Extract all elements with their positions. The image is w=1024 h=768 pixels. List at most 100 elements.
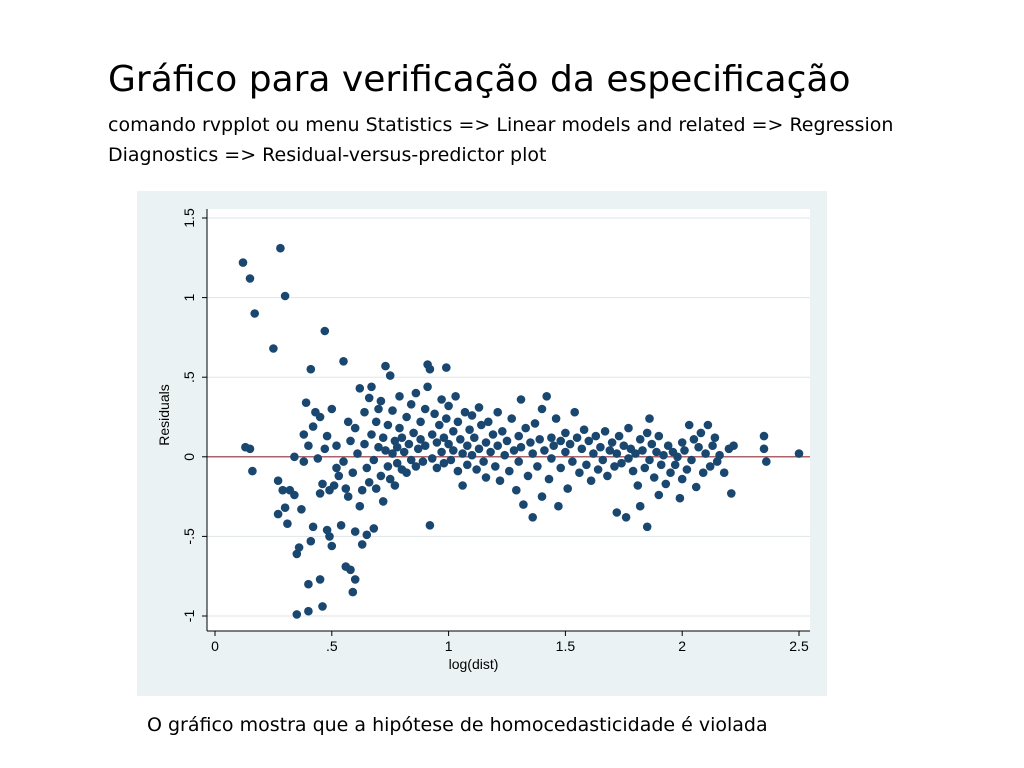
data-point [535, 435, 544, 444]
data-point [514, 457, 523, 466]
data-point [435, 420, 444, 430]
data-point [392, 442, 402, 452]
data-point [663, 441, 673, 450]
data-point [467, 450, 477, 460]
data-point [238, 258, 248, 267]
data-point [684, 420, 694, 430]
data-point [322, 431, 332, 441]
data-point [628, 466, 638, 476]
data-point [596, 442, 605, 452]
data-point [416, 417, 425, 427]
data-point [299, 430, 309, 439]
data-point [341, 484, 351, 493]
data-point [388, 406, 397, 415]
data-point [502, 436, 512, 446]
data-point [427, 430, 437, 439]
data-point [675, 493, 685, 503]
data-point [411, 388, 421, 398]
data-point [315, 575, 325, 584]
data-point [647, 439, 657, 449]
data-point [561, 428, 570, 438]
data-point [304, 579, 313, 589]
data-point [708, 441, 717, 450]
data-point [642, 522, 652, 532]
x-tick-label: 2.5 [789, 638, 809, 654]
data-point [577, 444, 587, 454]
data-point [355, 501, 365, 511]
data-point [397, 433, 407, 442]
data-point [343, 417, 353, 427]
data-point [409, 428, 418, 438]
data-point [248, 466, 257, 476]
data-point [350, 423, 360, 433]
data-point [460, 407, 470, 417]
data-point [607, 438, 617, 447]
data-point [301, 398, 311, 407]
data-point [453, 466, 463, 476]
data-point [698, 468, 708, 478]
data-point [635, 435, 645, 444]
data-point [547, 433, 556, 442]
data-point [654, 431, 664, 441]
data-point [519, 500, 528, 509]
data-point [250, 309, 259, 318]
data-point [374, 442, 383, 452]
data-point [280, 291, 290, 301]
data-point [670, 460, 680, 470]
data-point [474, 403, 484, 412]
data-point [701, 449, 710, 458]
data-point [329, 481, 339, 490]
data-point [346, 436, 355, 446]
data-point [705, 462, 715, 471]
data-point [383, 420, 393, 430]
x-tick-label: 1.5 [556, 638, 576, 654]
data-point [481, 473, 491, 482]
axes: -1 -.5 0 .5 1 1.5 0 .5 1 1.5 2 2.5 [181, 208, 810, 654]
y-axis-label: Residuals [156, 384, 172, 445]
data-point [371, 484, 381, 493]
data-point [364, 393, 374, 403]
data-point [640, 463, 650, 473]
y-tick-label: 1 [181, 293, 197, 301]
data-point [794, 449, 804, 458]
data-point [654, 490, 664, 500]
data-point [423, 382, 432, 392]
data-point [624, 423, 633, 433]
data-point [691, 482, 701, 492]
slide-subtitle: comando rvpplot ou menu Statistics => Li… [108, 110, 1008, 170]
data-point [528, 513, 537, 522]
data-point [656, 460, 666, 470]
data-point [507, 414, 516, 423]
data-point [432, 463, 442, 473]
data-point [467, 411, 477, 420]
data-point [729, 441, 738, 450]
data-point [432, 438, 442, 447]
data-point [444, 439, 453, 449]
data-point [383, 462, 393, 471]
data-point [334, 471, 344, 481]
data-point [367, 382, 376, 392]
data-point [278, 485, 287, 495]
data-point [696, 428, 706, 438]
data-point [350, 575, 360, 584]
data-point [364, 478, 374, 487]
data-point [320, 444, 330, 454]
data-point [442, 363, 451, 372]
x-tick-label: 1 [445, 638, 453, 654]
data-point [759, 431, 769, 441]
data-point [463, 441, 472, 450]
chart-svg: -1 -.5 0 .5 1 1.5 0 .5 1 1.5 2 2.5 Residuals log(di… [137, 191, 827, 696]
data-point [572, 433, 582, 442]
data-point [582, 460, 591, 470]
data-point [579, 425, 589, 434]
data-point [374, 404, 383, 414]
data-point [439, 458, 449, 468]
data-point [635, 501, 645, 511]
data-point [395, 392, 404, 401]
data-point [451, 392, 460, 401]
data-point [575, 468, 584, 478]
slide-title: Gráfico para verificação da especificaçã… [108, 59, 851, 100]
data-point [402, 468, 411, 478]
data-point [388, 449, 397, 458]
data-point [442, 414, 451, 423]
